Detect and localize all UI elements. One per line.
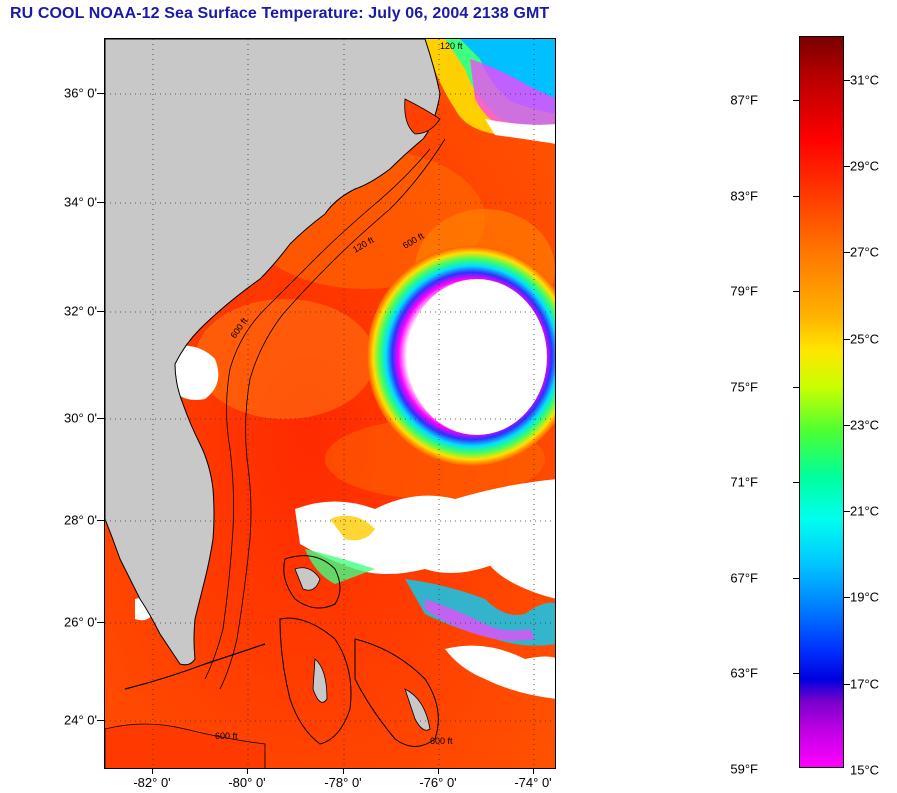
celsius-label: 19°C [850,589,880,605]
lon-tick [343,769,344,774]
isobath-label: 600 ft [215,731,238,741]
longitude-label: -74° 0' [514,775,552,790]
celsius-tick [844,339,850,340]
ocean-patch [195,299,375,419]
lat-tick [97,520,104,521]
sst-map[interactable]: 120 ft 120 ft 600 ft 600 ft 600 ft 600 f… [104,38,556,769]
fahrenheit-label: 59°F [730,761,758,777]
longitude-label: -76° 0' [419,775,457,790]
isobath-120ft [204,148,431,680]
graticule [105,39,555,768]
longitude-label: -80° 0' [228,775,266,790]
fahrenheit-label: 83°F [730,188,758,204]
lat-tick [97,622,104,623]
cold-patch [330,515,375,541]
longitude-label: -78° 0' [324,775,362,790]
isobath-label: 120 ft [440,41,463,51]
celsius-label: 21°C [850,503,880,519]
cold-patch [405,579,555,646]
pamlico-sound [404,98,441,135]
celsius-label: 27°C [850,244,880,260]
lat-tick [97,202,104,203]
fahrenheit-tick [793,387,799,388]
bahamas-bank [283,555,341,609]
latitude-label: 36° 0' [64,85,97,101]
celsius-label: 17°C [850,676,880,692]
bahamas-island [312,658,328,703]
cloud-bank [485,552,555,599]
latitude-label: 26° 0' [64,614,97,630]
page-title: RU COOL NOAA-12 Sea Surface Temperature:… [10,5,550,22]
fahrenheit-label: 71°F [730,474,758,490]
land-mainland [105,39,441,666]
celsius-tick [844,425,850,426]
fahrenheit-tick [793,100,799,101]
bahamas-island [294,567,321,591]
latitude-label: 28° 0' [64,512,97,528]
celsius-label: 23°C [850,417,880,433]
celsius-tick [844,597,850,598]
celsius-tick [844,80,850,81]
lon-tick [533,769,534,774]
cloud-north [485,119,555,144]
isobath-600ft [219,138,446,690]
celsius-tick [844,166,850,167]
celsius-label: 15°C [850,762,880,778]
latitude-label: 24° 0' [64,712,97,728]
florida-keys [124,643,266,690]
lat-tick [97,93,104,94]
lat-tick [97,311,104,312]
fahrenheit-tick [793,578,799,579]
cloud-patch [165,345,219,400]
cold-patch [305,549,375,584]
longitude-label: -82° 0' [133,775,171,790]
celsius-tick [844,511,850,512]
lat-tick [97,720,104,721]
fahrenheit-tick [793,482,799,483]
cloud-bank [295,479,555,574]
fahrenheit-label: 63°F [730,665,758,681]
temperature-colorbar [799,36,844,768]
cloud-eddy [407,279,547,435]
celsius-label: 25°C [850,331,880,347]
fahrenheit-tick [793,196,799,197]
southern-shelf [105,723,266,768]
latitude-label: 32° 0' [64,303,97,319]
celsius-tick [844,684,850,685]
lon-tick [152,769,153,774]
celsius-label: 29°C [850,158,880,174]
fahrenheit-tick [793,291,799,292]
fahrenheit-label: 87°F [730,92,758,108]
isobath-label: 600 ft [430,736,453,746]
bahamas-bank [279,617,352,745]
fahrenheit-label: 79°F [730,283,758,299]
fahrenheit-tick [793,673,799,674]
cold-patch [425,599,535,641]
celsius-label: 31°C [850,72,880,88]
fahrenheit-label: 75°F [730,379,758,395]
latitude-label: 34° 0' [64,194,97,210]
latitude-label: 30° 0' [64,410,97,426]
lat-tick [97,418,104,419]
cloud-patch [445,645,555,699]
lon-tick [247,769,248,774]
fahrenheit-label: 67°F [730,570,758,586]
sst-map-svg: 120 ft 120 ft 600 ft 600 ft 600 ft 600 f… [105,39,555,768]
bahamas-bank [354,638,439,747]
bahamas-island [404,688,431,731]
lon-tick [438,769,439,774]
celsius-tick [844,252,850,253]
